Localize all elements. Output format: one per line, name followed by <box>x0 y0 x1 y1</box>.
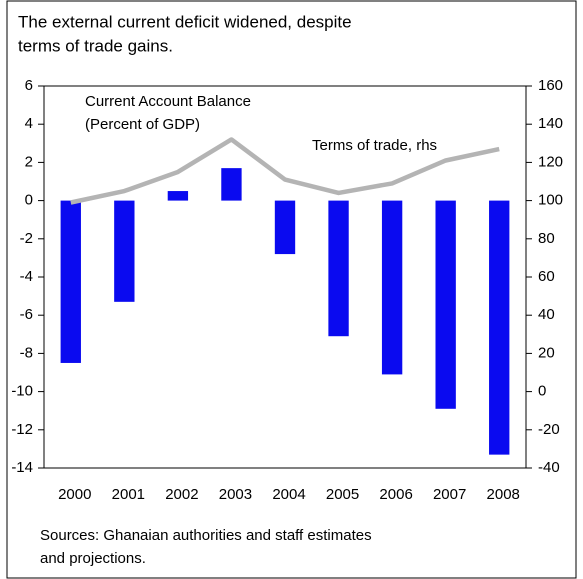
bar <box>381 200 403 375</box>
annotation: (Percent of GDP) <box>85 116 200 133</box>
y2-tick-label: 80 <box>538 230 555 247</box>
y-tick-label: 6 <box>25 77 33 94</box>
y2-tick-label: 0 <box>538 383 546 400</box>
x-tick-label: 2005 <box>326 486 359 503</box>
y-tick-label: -8 <box>20 344 33 361</box>
y2-tick-label: 140 <box>538 115 563 132</box>
bar <box>489 200 510 455</box>
y2-tick-label: 120 <box>538 153 563 170</box>
y-tick-label: 0 <box>25 192 33 209</box>
y-tick-label: -6 <box>20 306 33 323</box>
bar <box>114 200 135 302</box>
chart-title: terms of trade gains. <box>18 36 173 55</box>
source: and projections. <box>40 550 146 567</box>
x-tick-label: 2008 <box>487 486 520 503</box>
x-tick-label: 2007 <box>433 486 466 503</box>
y2-tick-label: 40 <box>538 306 555 323</box>
annotation: Current Account Balance <box>85 93 251 110</box>
x-tick-label: 2003 <box>219 486 252 503</box>
y-tick-label: -12 <box>11 421 33 438</box>
y2-tick-label: 160 <box>538 77 563 94</box>
bar <box>60 200 81 363</box>
plot-frame <box>43 85 527 469</box>
y2-tick-label: -40 <box>538 459 560 476</box>
y-tick-label: -14 <box>11 459 33 476</box>
y-tick-label: 2 <box>25 153 33 170</box>
x-tick-label: 2001 <box>112 486 145 503</box>
source: Sources: Ghanaian authorities and staff … <box>40 527 372 544</box>
y2-tick-label: 100 <box>538 192 563 209</box>
line <box>70 137 500 205</box>
y2-tick-label: 20 <box>538 344 555 361</box>
y-tick-label: 4 <box>25 115 33 132</box>
chart-title: The external current deficit widened, de… <box>18 12 352 31</box>
y-tick-label: -10 <box>11 383 33 400</box>
y2-tick-label: 60 <box>538 268 555 285</box>
bar <box>167 191 189 201</box>
x-tick-label: 2006 <box>379 486 412 503</box>
bar <box>328 200 349 337</box>
bar <box>274 200 296 255</box>
frame <box>6 0 577 579</box>
y2-tick-label: -20 <box>538 421 560 438</box>
x-tick-label: 2000 <box>58 486 91 503</box>
annotation: Terms of trade, rhs <box>312 137 437 154</box>
y-tick-label: -2 <box>20 230 33 247</box>
y-tick-label: -4 <box>20 268 33 285</box>
x-tick-label: 2002 <box>165 486 198 503</box>
bar <box>221 168 242 201</box>
x-tick-label: 2004 <box>272 486 305 503</box>
bar <box>435 200 456 409</box>
